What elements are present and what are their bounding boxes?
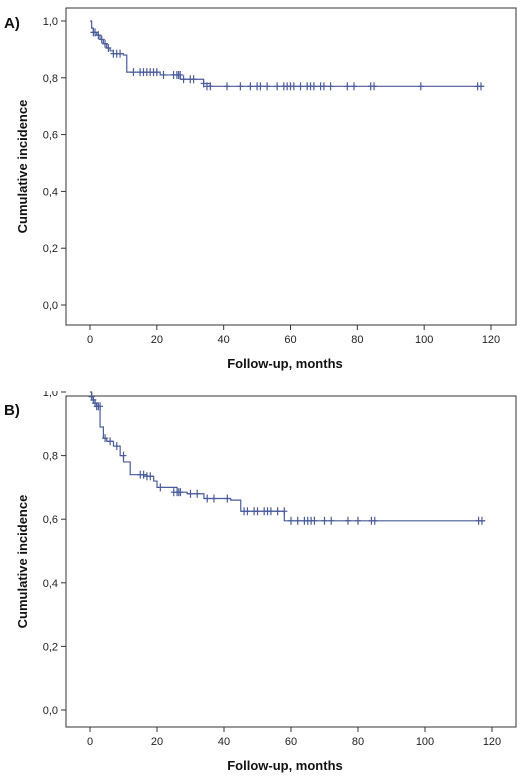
plot-frame <box>65 7 517 326</box>
censor-mark <box>320 82 327 91</box>
censor-mark <box>187 489 194 498</box>
km-chart-b: 0,0 0,2 0,4 0,6 0,8 1,0 0 20 40 60 80 100 120 Follow-… <box>15 391 517 773</box>
y-tick-label: 0,8 <box>43 451 58 463</box>
y-tick-label: 0,6 <box>43 130 58 142</box>
censor-mark <box>328 516 335 525</box>
censor-mark <box>294 516 301 525</box>
censor-mark <box>102 39 109 48</box>
censor-mark <box>194 489 201 498</box>
censor-mark <box>321 516 328 525</box>
x-tick-label: 100 <box>416 736 434 748</box>
censor-mark <box>113 442 120 451</box>
censor-mark <box>288 516 294 525</box>
x-tick-label: 0 <box>87 736 93 748</box>
censor-mark <box>224 82 231 91</box>
censor-mark <box>200 79 207 88</box>
censor-mark <box>92 28 99 37</box>
y-tick-label: 0,8 <box>43 73 58 85</box>
censor-mark <box>344 82 351 91</box>
x-axis-title: Follow-up, months <box>227 356 343 371</box>
censor-mark <box>180 75 187 84</box>
x-tick-label: 80 <box>352 736 364 748</box>
y-tick-label: 1,0 <box>43 391 58 399</box>
censor-mark <box>120 451 127 460</box>
censor-mark <box>274 507 281 516</box>
censor-mark <box>264 82 271 91</box>
censor-mark <box>98 35 105 44</box>
censor-mark <box>417 82 424 91</box>
censor-mark <box>190 75 197 84</box>
censor-mark <box>147 472 154 481</box>
censor-mark <box>210 494 217 503</box>
censor-mark <box>281 507 288 516</box>
censor-mark <box>97 402 104 411</box>
censor-mark <box>177 488 184 497</box>
y-tick-label: 0,0 <box>43 705 58 717</box>
censor-mark <box>344 516 351 525</box>
y-axis-title: Cumulative incidence <box>15 100 30 234</box>
censor-mark <box>371 516 378 525</box>
censor-mark <box>157 483 164 492</box>
censor-mark <box>267 507 274 516</box>
censor-mark <box>247 82 254 91</box>
censor-mark <box>117 49 124 58</box>
x-tick-label: 40 <box>218 736 230 748</box>
censor-mark <box>177 70 184 79</box>
km-chart-a: 0,0 0,2 0,4 0,6 0,8 1,0 0 20 40 60 80 100 120 Follow-… <box>15 7 517 371</box>
censor-mark <box>310 82 317 91</box>
censor-mark <box>102 434 109 443</box>
censor-mark <box>105 43 112 52</box>
censor-mark <box>274 82 281 91</box>
y-tick-label: 0,2 <box>43 243 58 255</box>
plot-frame <box>65 395 517 728</box>
x-tick-label: 100 <box>415 334 433 346</box>
x-tick-label: 20 <box>151 736 163 748</box>
x-tick-label: 0 <box>87 334 93 346</box>
x-tick-label: 120 <box>483 736 501 748</box>
censor-mark <box>244 507 251 516</box>
y-axis-title: Cumulative incidence <box>15 495 30 629</box>
y-tick-label: 0,4 <box>43 186 58 198</box>
censor-mark <box>327 82 334 91</box>
censor-mark <box>160 70 167 79</box>
y-tick-label: 0,4 <box>43 578 58 590</box>
censor-mark <box>371 82 378 91</box>
x-axis-title: Follow-up, months <box>227 758 343 773</box>
censor-mark <box>350 82 357 91</box>
censor-mark <box>224 494 231 503</box>
y-tick-label: 0,0 <box>43 300 58 312</box>
censor-mark <box>237 82 244 91</box>
censor-mark <box>204 494 211 503</box>
y-tick-label: 0,2 <box>43 641 58 653</box>
censor-mark <box>311 516 318 525</box>
x-tick-label: 20 <box>151 334 163 346</box>
panel-label-a: A) <box>4 15 20 32</box>
censor-mark <box>257 82 264 91</box>
chart-panel-a: A) 0,0 0,2 0,4 0,6 0,8 1,0 0 20 40 60 80 100 120 Foll… <box>4 7 517 371</box>
y-tick-label: 1,0 <box>43 16 58 28</box>
censor-mark <box>130 68 137 77</box>
censor-mark <box>207 82 214 91</box>
censor-mark <box>290 82 297 91</box>
censor-mark <box>478 516 485 525</box>
panel-label-b: B) <box>4 402 20 419</box>
censor-mark <box>297 82 304 91</box>
y-tick-label: 0,6 <box>43 514 58 526</box>
censor-mark <box>477 82 484 91</box>
x-tick-label: 40 <box>218 334 230 346</box>
censor-mark <box>107 437 114 446</box>
x-tick-label: 60 <box>284 334 296 346</box>
censor-mark <box>355 516 361 525</box>
x-tick-label: 80 <box>351 334 363 346</box>
censor-mark <box>140 470 147 479</box>
censor-mark <box>254 507 261 516</box>
censor-mark <box>153 68 160 77</box>
censor-mark <box>95 31 102 40</box>
x-tick-label: 60 <box>285 736 297 748</box>
x-tick-label: 120 <box>482 334 500 346</box>
chart-panel-b: B) 0,0 0,2 0,4 0,6 0,8 1,0 0 20 40 60 80 100 120 Foll… <box>0 391 520 782</box>
